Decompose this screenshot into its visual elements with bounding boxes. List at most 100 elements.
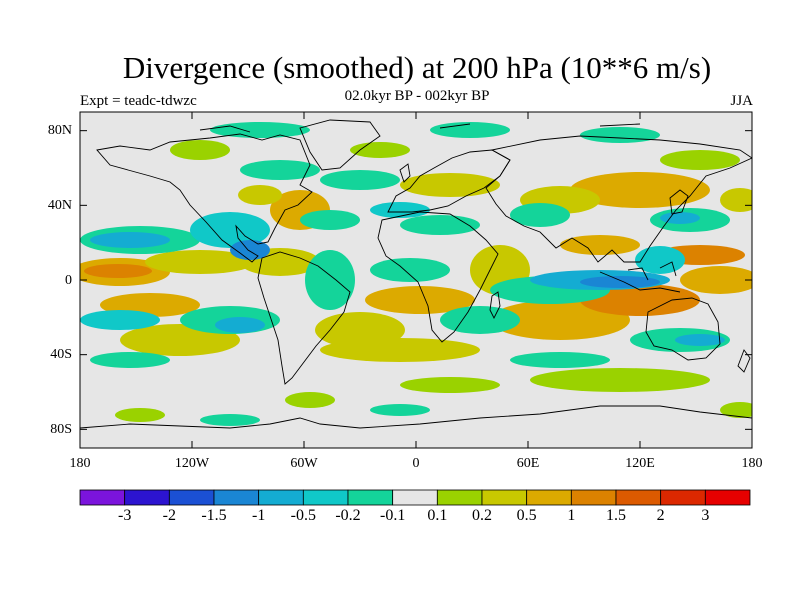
lat-label: 40S <box>50 347 72 362</box>
colorbar-swatch <box>124 489 170 506</box>
coast-arctic-islands <box>199 123 641 133</box>
div-positive-patch <box>84 264 152 278</box>
div-negative-patch <box>430 122 510 138</box>
div-positive-patch <box>680 266 752 294</box>
lon-label: 180 <box>69 456 91 471</box>
div-negative-patch <box>300 210 360 230</box>
lon-label: 180 <box>741 456 763 471</box>
div-negative-patch <box>230 240 270 260</box>
colorbar-label: -1.5 <box>201 507 227 524</box>
divergence-field <box>80 122 752 426</box>
lon-label: 120W <box>174 456 210 471</box>
div-positive-patch <box>560 235 640 255</box>
colorbar-label: 0.1 <box>427 507 448 524</box>
colorbar-swatch <box>79 489 126 506</box>
div-positive-patch <box>320 338 480 362</box>
plot-subtitle: 02.0kyr BP - 002kyr BP <box>344 88 490 104</box>
colorbar-swatch <box>168 489 215 506</box>
div-negative-patch <box>440 306 520 334</box>
colorbar-swatch <box>526 489 572 506</box>
div-positive-patch <box>285 392 335 408</box>
div-positive-patch <box>580 284 700 316</box>
div-negative-patch <box>370 202 430 218</box>
div-negative-patch <box>305 250 355 310</box>
div-positive-patch <box>400 173 500 197</box>
lon-label: 120E <box>625 456 655 471</box>
div-negative-patch <box>370 404 430 416</box>
div-negative-patch <box>320 170 400 190</box>
colorbar-label: -1 <box>251 507 266 524</box>
div-negative-patch <box>635 246 685 274</box>
coast-antarctica <box>80 405 752 429</box>
coast-africa <box>377 211 499 343</box>
axis-ticks <box>79 112 753 448</box>
plot-title: Divergence (smoothed) at 200 hPa (10**6 … <box>122 50 712 85</box>
div-negative-patch <box>90 232 170 248</box>
coast-australia <box>645 297 721 361</box>
colorbar-swatch <box>660 489 706 506</box>
coast-japan <box>669 189 689 215</box>
colorbar-swatch <box>392 489 438 506</box>
div-negative-patch <box>370 258 450 282</box>
colorbar-label: 3 <box>701 507 710 524</box>
lon-label: 60E <box>516 456 540 471</box>
colorbar-swatch <box>570 489 617 506</box>
colorbar-label: -0.2 <box>335 507 361 524</box>
div-negative-patch <box>580 127 660 143</box>
lon-label: 60W <box>290 456 318 471</box>
lon-label: 0 <box>412 456 420 471</box>
colorbar <box>79 489 751 506</box>
colorbar-swatch <box>302 489 349 506</box>
div-positive-patch <box>238 185 282 205</box>
coast-indonesia <box>599 261 681 293</box>
colorbar-label: 2 <box>656 507 665 524</box>
div-positive-patch <box>400 377 500 393</box>
div-negative-patch <box>90 352 170 368</box>
coast-new-zealand <box>737 349 751 373</box>
colorbar-swatch <box>481 489 528 506</box>
colorbar-swatch <box>436 489 483 506</box>
div-positive-patch <box>530 368 710 392</box>
coast-greenland <box>299 119 381 171</box>
colorbar-label: 1.5 <box>606 507 626 524</box>
coast-uk <box>399 163 411 183</box>
div-positive-patch <box>365 286 475 314</box>
colorbar-swatch <box>704 489 751 506</box>
coastlines <box>80 119 752 429</box>
experiment-label: Expt = teadc-tdwzc <box>80 93 197 109</box>
colorbar-swatch <box>258 489 304 506</box>
div-positive-patch <box>350 142 410 158</box>
div-negative-patch <box>215 317 265 333</box>
div-positive-patch <box>720 188 752 212</box>
div-positive-patch <box>115 408 165 422</box>
div-negative-patch <box>210 122 310 138</box>
colorbar-label: 1 <box>567 507 576 524</box>
lat-label: 40N <box>47 198 72 213</box>
div-negative-patch <box>675 334 725 346</box>
colorbar-label: -3 <box>117 507 132 524</box>
lat-label: 80S <box>50 422 72 437</box>
coast-asia <box>485 135 752 263</box>
colorbar-label: -0.5 <box>290 507 316 524</box>
coast-south-america <box>257 251 351 385</box>
lat-label: 80N <box>47 123 72 138</box>
div-positive-patch <box>145 250 255 274</box>
div-negative-patch <box>660 212 700 224</box>
div-positive-patch <box>170 140 230 160</box>
div-positive-patch <box>720 402 752 418</box>
colorbar-label: 0.5 <box>516 507 537 524</box>
colorbar-swatch <box>347 489 394 506</box>
colorbar-label: 0.2 <box>472 507 492 524</box>
div-negative-patch <box>200 414 260 426</box>
div-negative-patch <box>510 203 570 227</box>
colorbar-label: -2 <box>162 507 176 524</box>
coast-north-america <box>96 133 313 263</box>
lat-label: 0 <box>65 273 72 288</box>
colorbar-label: -0.1 <box>379 507 406 524</box>
colorbar-swatch <box>213 489 260 506</box>
div-negative-patch <box>80 310 160 330</box>
map-panel <box>80 112 752 448</box>
div-positive-patch <box>570 172 710 208</box>
colorbar-swatch <box>615 489 662 506</box>
